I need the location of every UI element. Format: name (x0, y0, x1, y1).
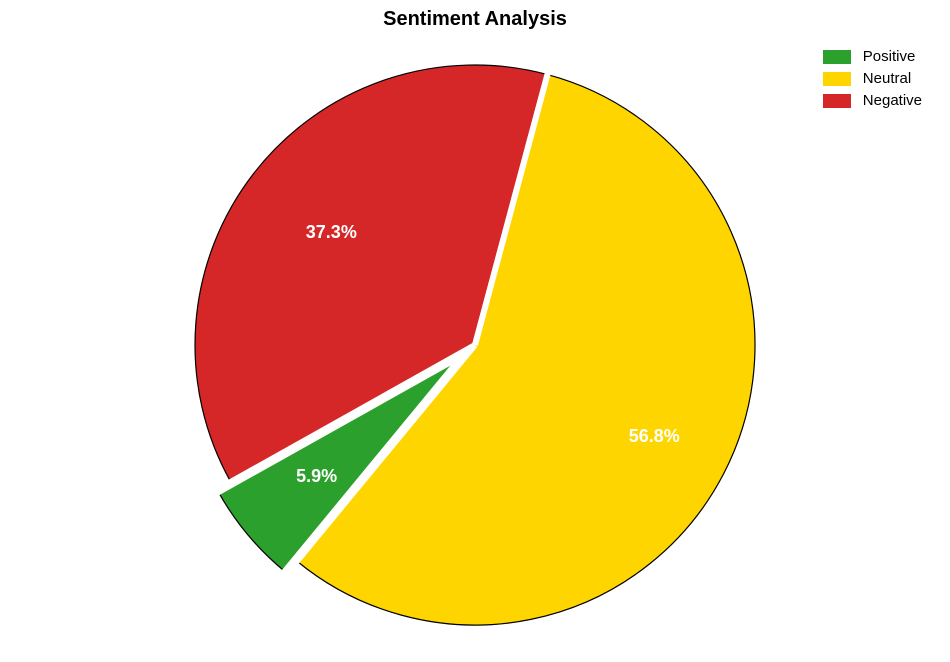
legend-label-positive: Positive (863, 48, 916, 65)
legend-label-neutral: Neutral (863, 70, 911, 87)
legend-label-negative: Negative (863, 92, 922, 109)
legend-item-negative: Negative (823, 92, 922, 109)
slice-label-positive: 5.9% (296, 466, 337, 486)
legend-swatch-negative (823, 94, 851, 108)
legend: Positive Neutral Negative (823, 48, 922, 114)
legend-item-neutral: Neutral (823, 70, 922, 87)
legend-swatch-neutral (823, 72, 851, 86)
legend-swatch-positive (823, 50, 851, 64)
pie-svg: 37.3% 5.9% 56.8% (0, 0, 950, 662)
slice-label-neutral: 56.8% (629, 426, 680, 446)
sentiment-pie-chart: Sentiment Analysis 37.3%5.9%56.8% Positi… (0, 0, 950, 662)
legend-item-positive: Positive (823, 48, 922, 65)
slice-label-negative: 37.3% (306, 222, 357, 242)
